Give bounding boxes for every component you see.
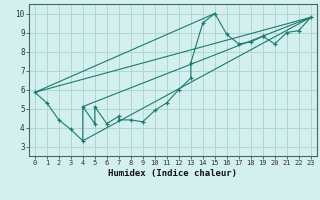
X-axis label: Humidex (Indice chaleur): Humidex (Indice chaleur): [108, 169, 237, 178]
